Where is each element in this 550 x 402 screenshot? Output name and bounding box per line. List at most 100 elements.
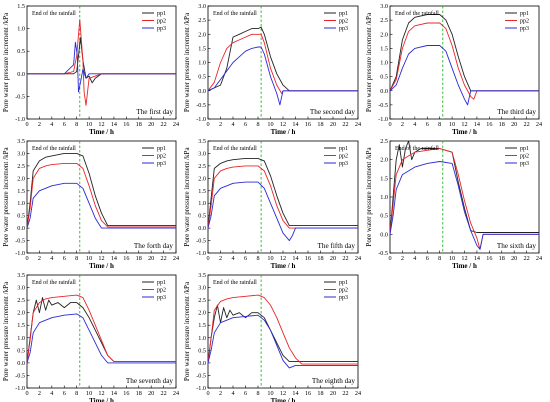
x-tick-label: 18 — [136, 121, 142, 128]
x-tick-label: 6 — [426, 255, 429, 262]
x-tick-label: 18 — [499, 255, 505, 262]
x-tick-label: 24 — [536, 121, 542, 128]
plot-frame — [207, 274, 359, 389]
panel-title: The fifth day — [317, 242, 355, 250]
x-tick-label: 10 — [449, 255, 455, 262]
y-tick-label: -0.5 — [378, 250, 388, 257]
x-tick-label: 2 — [38, 255, 41, 262]
panel-title: The forth day — [134, 242, 174, 250]
y-tick-label: 0.5 — [17, 48, 25, 55]
y-tick-label: 3.0 — [198, 150, 206, 157]
panel-title: The third day — [497, 108, 536, 116]
y-tick-label: 2.0 — [380, 157, 388, 164]
y-tick-label: 1.5 — [198, 188, 206, 195]
y-tick-label: 2.0 — [17, 175, 25, 182]
legend-label-pp2: pp2 — [520, 19, 529, 25]
y-tick-label: 1.5 — [17, 3, 25, 10]
x-tick-label: 18 — [136, 390, 142, 397]
x-tick-label: 2 — [219, 121, 222, 128]
y-tick-label: 0.5 — [380, 213, 388, 220]
x-tick-label: 8 — [75, 390, 78, 397]
y-tick-label: 0.0 — [17, 360, 25, 367]
plot-frame — [207, 140, 359, 254]
x-axis-label: Time / h — [89, 397, 114, 402]
x-tick-label: 14 — [292, 121, 298, 128]
series-line-pp3 — [389, 45, 539, 106]
panel-title: The first day — [136, 108, 173, 116]
y-tick-label: 0.0 — [17, 225, 25, 232]
x-axis-label: Time / h — [452, 262, 477, 270]
x-tick-label: 22 — [523, 255, 529, 262]
x-tick-label: 4 — [231, 255, 234, 262]
y-tick-label: 0.5 — [198, 347, 206, 354]
panel-title: The seventh day — [126, 377, 174, 385]
series-line-pp3 — [26, 182, 176, 229]
series-line-pp1 — [389, 14, 539, 92]
series-line-pp1 — [207, 157, 358, 229]
x-tick-label: 12 — [98, 390, 104, 397]
y-tick-label: 3.0 — [198, 285, 206, 292]
legend-label-pp2: pp2 — [157, 288, 166, 294]
x-tick-label: 4 — [50, 121, 53, 128]
x-tick-label: 24 — [355, 390, 361, 397]
legend-label-pp3: pp3 — [339, 161, 348, 167]
chart-panel-7: 0 2 4 6 8 10 12 14 16 18 20 22 24-1.0-0.50.00.51.01.… — [2, 272, 179, 402]
legend-label-pp1: pp1 — [520, 11, 529, 17]
x-tick-label: 16 — [305, 390, 311, 397]
x-axis-label: Time / h — [89, 262, 114, 270]
series-line-pp3 — [207, 46, 358, 106]
y-tick-label: 2.5 — [17, 297, 25, 304]
x-tick-label: 20 — [148, 121, 154, 128]
x-tick-label: 18 — [317, 255, 323, 262]
legend-label-pp1: pp1 — [157, 146, 166, 152]
y-tick-label: -1.0 — [196, 250, 206, 257]
x-tick-label: 8 — [75, 255, 78, 262]
x-axis-label: Time / h — [271, 262, 296, 270]
rainfall-annotation: End of the rainfall — [32, 10, 76, 17]
y-tick-label: -1.0 — [15, 250, 25, 257]
y-tick-label: 1.0 — [17, 200, 25, 207]
series-line-pp2 — [26, 162, 176, 229]
y-tick-label: 2.5 — [198, 163, 206, 170]
x-tick-label: 16 — [123, 390, 129, 397]
series-line-pp1 — [207, 304, 358, 363]
x-tick-label: 8 — [256, 255, 259, 262]
series-line-pp2 — [207, 294, 358, 365]
series-line-pp1 — [207, 26, 358, 92]
x-tick-label: 14 — [474, 121, 480, 128]
x-tick-label: 8 — [256, 121, 259, 128]
legend-label-pp3: pp3 — [520, 26, 529, 32]
plot-frame — [26, 274, 177, 389]
y-tick-label: 3.5 — [198, 272, 206, 279]
legend-label-pp1: pp1 — [339, 11, 348, 17]
legend-label-pp1: pp1 — [339, 146, 348, 152]
y-tick-label: 3.0 — [380, 3, 388, 10]
y-axis-label: Pore water pressure increment /kPa — [2, 147, 10, 247]
y-tick-label: 2.0 — [198, 175, 206, 182]
rainfall-annotation: End of the rainfall — [395, 145, 439, 152]
x-tick-label: 6 — [244, 390, 247, 397]
y-tick-label: 0.0 — [198, 360, 206, 367]
x-tick-label: 0 — [206, 255, 209, 262]
legend-label-pp1: pp1 — [520, 146, 529, 152]
x-tick-label: 4 — [231, 390, 234, 397]
y-tick-label: 2.0 — [198, 310, 206, 317]
series-line-pp3 — [27, 41, 176, 93]
rainfall-annotation: End of the rainfall — [213, 145, 257, 152]
x-tick-label: 14 — [474, 255, 480, 262]
x-tick-label: 12 — [461, 255, 467, 262]
x-tick-label: 24 — [355, 255, 361, 262]
x-tick-label: 24 — [173, 390, 179, 397]
x-tick-label: 20 — [330, 255, 336, 262]
y-tick-label: 2.5 — [380, 17, 388, 24]
y-tick-label: 1.5 — [17, 322, 25, 329]
legend-label-pp2: pp2 — [157, 154, 166, 160]
plot-frame — [26, 140, 177, 254]
y-tick-label: 3.5 — [17, 138, 25, 145]
y-tick-label: 2.0 — [198, 31, 206, 38]
legend-label-pp1: pp1 — [157, 280, 166, 286]
y-tick-label: 3.0 — [198, 3, 206, 10]
chart-panel-3: 0 2 4 6 8 10 12 14 16 18 20 22 24-1.0-0.50.00.51.01.… — [365, 3, 542, 136]
x-tick-label: 0 — [206, 390, 209, 397]
x-tick-label: 0 — [388, 121, 391, 128]
